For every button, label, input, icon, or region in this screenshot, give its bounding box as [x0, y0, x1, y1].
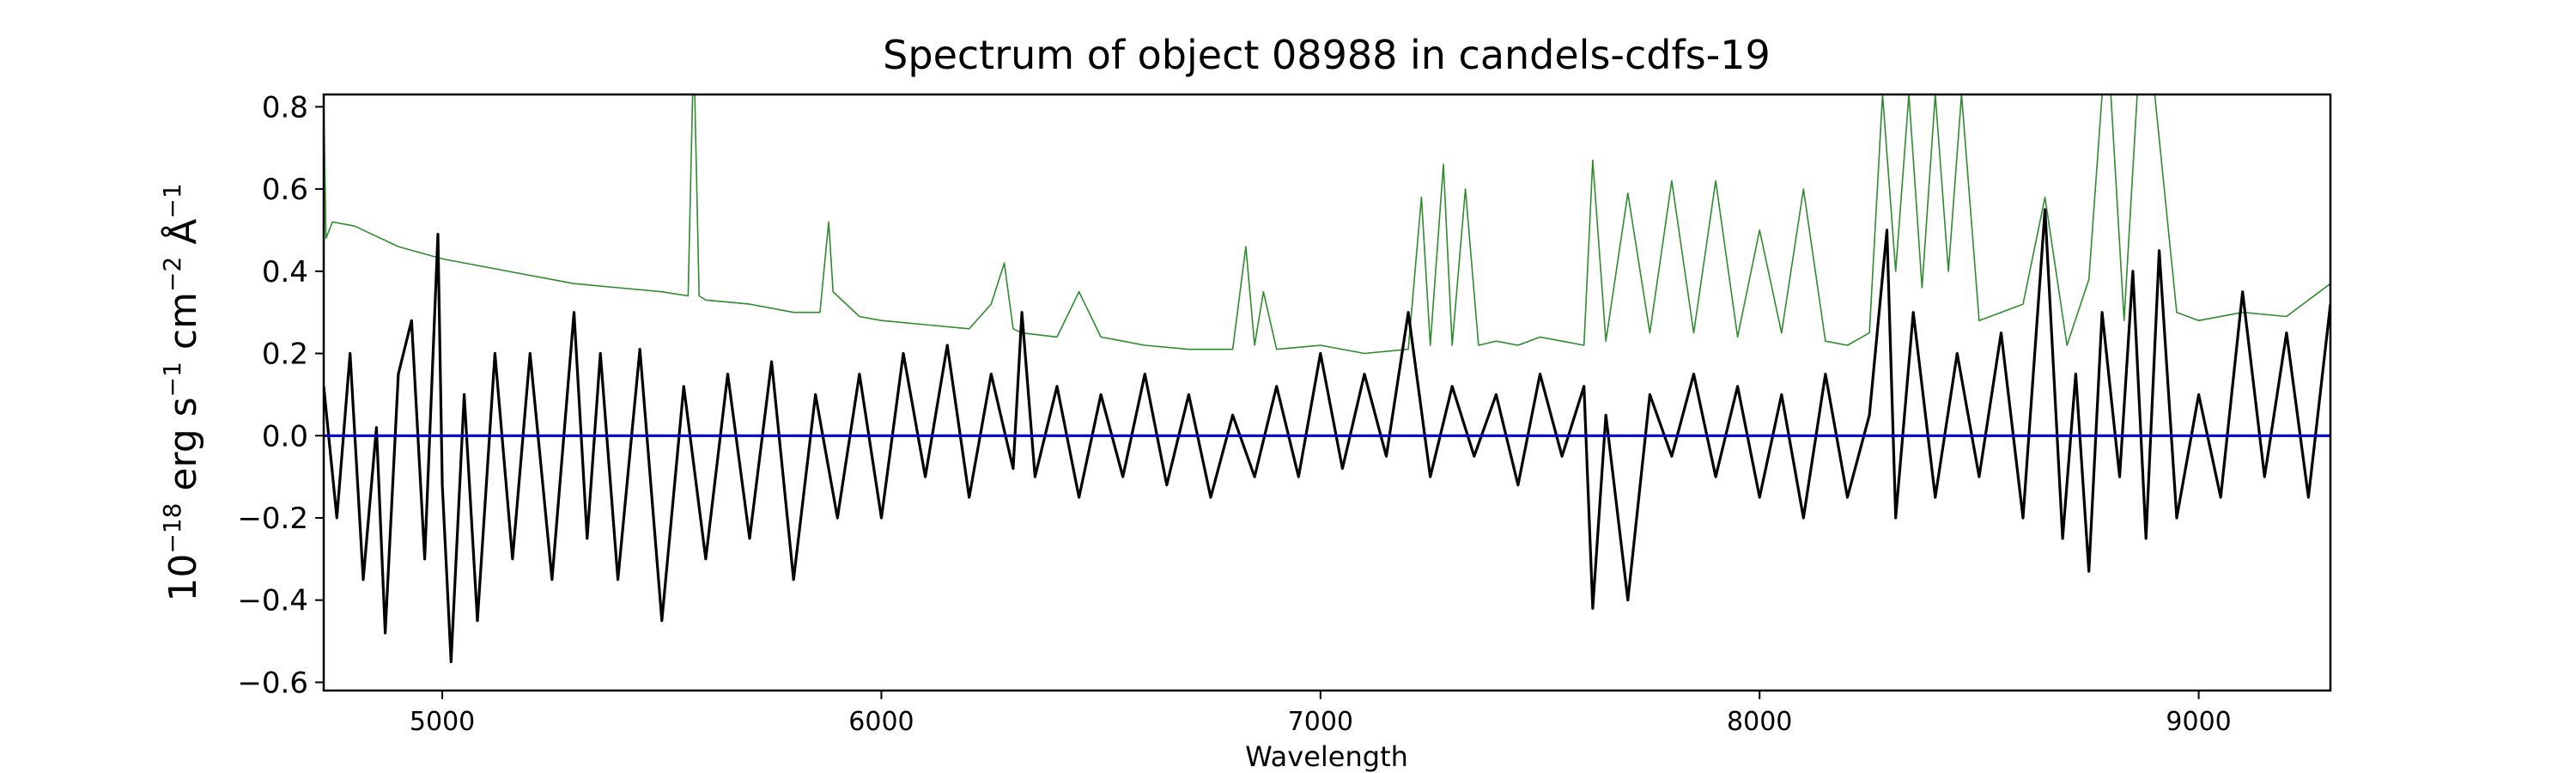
y-tick-label: 0.2 [262, 338, 308, 372]
y-label-base: 10 [161, 554, 205, 602]
y-tick-label: 0.6 [262, 173, 308, 207]
series-layer [324, 94, 2330, 664]
y-axis-label: 10−18 erg s−1 cm−2 Å−1 [158, 183, 205, 601]
x-axis: 5000 6000 7000 8000 9000 [410, 691, 2232, 737]
x-tick-label: 6000 [848, 707, 914, 737]
y-label-erg: erg s [161, 397, 205, 502]
y-label-ang: Å [160, 219, 205, 257]
y-label-exp4: −1 [158, 183, 186, 218]
y-label-cm: cm [161, 292, 205, 362]
y-axis: −0.6 −0.4 −0.2 0.0 0.2 0.4 0.6 0.8 [237, 90, 324, 700]
y-label-exp1: −18 [158, 503, 186, 554]
x-axis-label: Wavelength [1245, 740, 1408, 773]
x-tick-label: 8000 [1727, 707, 1792, 737]
y-tick-label: −0.4 [237, 584, 308, 618]
y-label-exp2: −1 [158, 362, 186, 397]
y-tick-label: −0.2 [237, 502, 308, 536]
y-tick-label: 0.8 [262, 90, 308, 125]
x-tick-label: 7000 [1288, 707, 1353, 737]
x-tick-label: 9000 [2166, 707, 2231, 737]
y-label-exp3: −2 [158, 257, 186, 292]
series-line-error [324, 94, 2330, 355]
series-line-flux [324, 208, 2330, 664]
chart-title: Spectrum of object 08988 in candels-cdfs… [883, 32, 1771, 78]
y-tick-label: 0.0 [262, 419, 308, 453]
y-tick-label: −0.6 [237, 666, 308, 700]
y-tick-label: 0.4 [262, 255, 308, 289]
plot-frame [322, 93, 2332, 692]
x-tick-label: 5000 [410, 707, 475, 737]
